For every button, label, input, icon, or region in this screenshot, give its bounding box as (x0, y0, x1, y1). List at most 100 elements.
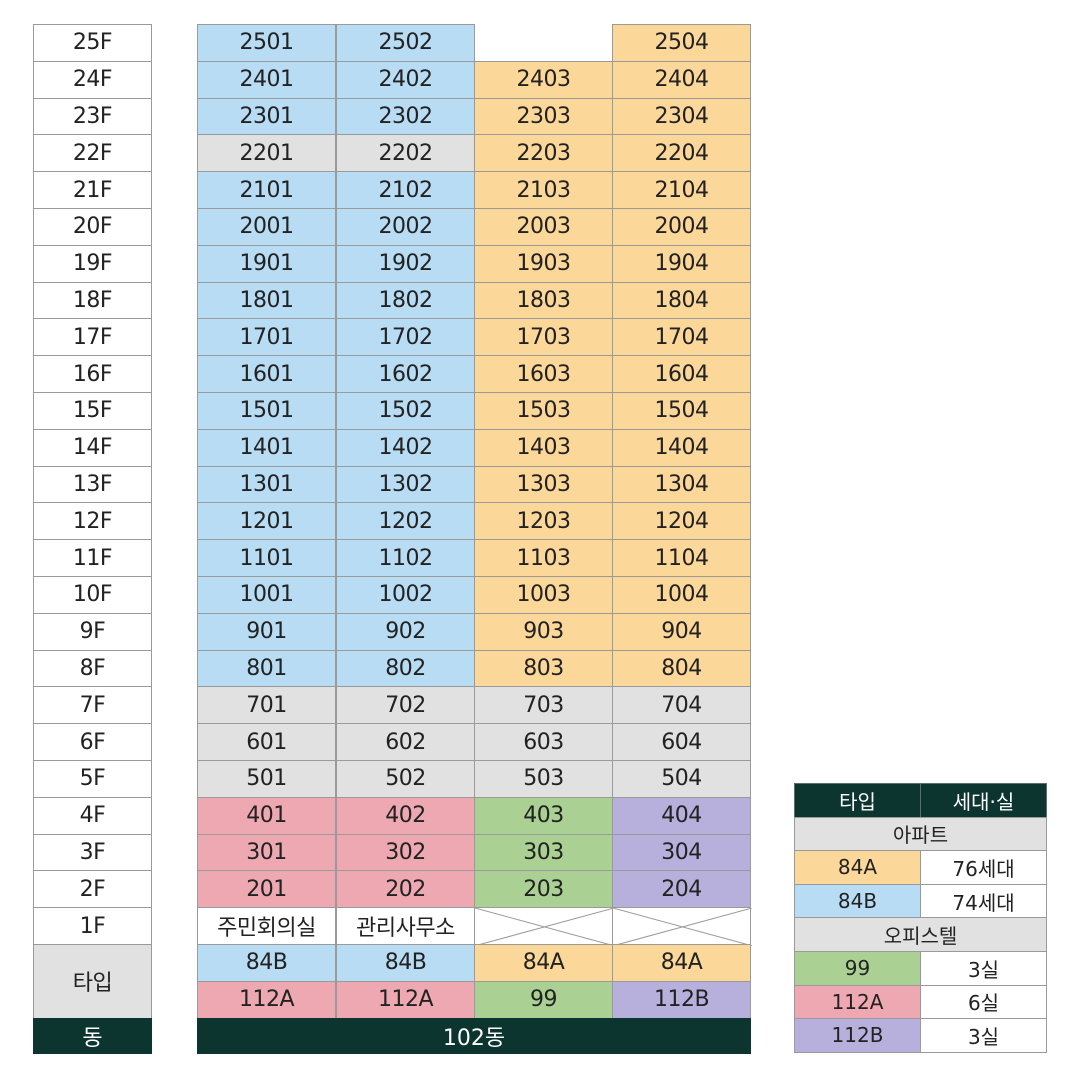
floor-label: 3F (33, 833, 152, 872)
unit-cell: 2402 (336, 60, 475, 99)
unit-cell: 주민회의실 (197, 907, 336, 945)
unit-cell: 1401 (197, 428, 336, 467)
unit-cell: 2303 (474, 97, 613, 136)
unit-cell: 1304 (612, 465, 751, 504)
unit-cell: 2001 (197, 208, 336, 246)
floor-label: 8F (33, 649, 152, 688)
unit-cell: 1003 (474, 576, 613, 614)
legend-count-cell: 6실 (920, 984, 1047, 1020)
unit-cell: 2004 (612, 208, 751, 246)
unit-cell: 1802 (336, 281, 475, 320)
unit-cell: 1701 (197, 318, 336, 357)
floor-label: 13F (33, 465, 152, 504)
floor-label: 6F (33, 723, 152, 761)
floor-label: 23F (33, 97, 152, 136)
unit-cell: 관리사무소 (336, 907, 475, 945)
unit-cell: 204 (612, 870, 751, 909)
unit-cell: 401 (197, 796, 336, 835)
unit-cell: 1704 (612, 318, 751, 357)
unit-cell: 2202 (336, 134, 475, 173)
type-cell: 112B (612, 980, 751, 1019)
empty-unit-cell (612, 907, 752, 946)
floor-label: 21F (33, 171, 152, 209)
unit-cell: 504 (612, 760, 751, 798)
unit-cell: 804 (612, 649, 751, 688)
type-cell: 84A (612, 944, 751, 982)
unit-cell: 503 (474, 760, 613, 798)
unit-cell: 601 (197, 723, 336, 761)
unit-cell: 803 (474, 649, 613, 688)
legend-section-title: 오피스텔 (794, 917, 1047, 952)
floor-label: 17F (33, 318, 152, 357)
legend-type-cell: 112B (794, 1018, 921, 1053)
unit-cell: 2404 (612, 60, 751, 99)
floor-label: 18F (33, 281, 152, 320)
floor-label: 7F (33, 686, 152, 725)
unit-cell: 901 (197, 612, 336, 651)
legend-header-count: 세대·실 (920, 783, 1047, 818)
unit-cell: 301 (197, 833, 336, 872)
type-cell: 84B (336, 944, 475, 982)
floor-label: 11F (33, 539, 152, 577)
unit-cell: 2504 (612, 24, 751, 62)
unit-cell: 1901 (197, 244, 336, 283)
unit-cell: 2302 (336, 97, 475, 136)
unit-cell: 403 (474, 796, 613, 835)
unit-cell: 1804 (612, 281, 751, 320)
legend-type-cell: 84B (794, 883, 921, 919)
unit-cell: 1902 (336, 244, 475, 283)
unit-cell: 1204 (612, 502, 751, 541)
unit-cell: 604 (612, 723, 751, 761)
unit-cell: 1301 (197, 465, 336, 504)
unit-cell: 2204 (612, 134, 751, 173)
unit-cell: 1501 (197, 392, 336, 430)
unit-cell: 1001 (197, 576, 336, 614)
unit-cell: 802 (336, 649, 475, 688)
unit-cell: 201 (197, 870, 336, 909)
floor-label: 4F (33, 796, 152, 835)
unit-cell: 1604 (612, 355, 751, 393)
unit-cell: 2502 (336, 24, 475, 62)
unit-cell: 202 (336, 870, 475, 909)
floor-label: 10F (33, 576, 152, 614)
building-label: 102동 (197, 1017, 751, 1054)
dong-label: 동 (33, 1017, 152, 1054)
unit-cell: 2101 (197, 171, 336, 209)
type-label: 타입 (33, 944, 152, 1019)
unit-cell: 303 (474, 833, 613, 872)
unit-cell: 801 (197, 649, 336, 688)
floor-label: 1F (33, 907, 152, 945)
unit-cell: 2104 (612, 171, 751, 209)
unit-cell: 1303 (474, 465, 613, 504)
type-cell: 99 (474, 980, 613, 1019)
unit-cell: 1004 (612, 576, 751, 614)
unit-cell: 402 (336, 796, 475, 835)
unit-cell: 602 (336, 723, 475, 761)
unit-cell: 1803 (474, 281, 613, 320)
type-cell: 84A (474, 944, 613, 982)
floor-label: 25F (33, 24, 152, 62)
floor-label: 22F (33, 134, 152, 173)
unit-cell: 2003 (474, 208, 613, 246)
legend-type-cell: 112A (794, 984, 921, 1020)
unit-cell: 1504 (612, 392, 751, 430)
unit-cell: 2501 (197, 24, 336, 62)
legend-count-cell: 74세대 (920, 883, 1047, 919)
unit-cell: 2301 (197, 97, 336, 136)
unit-cell: 1101 (197, 539, 336, 577)
floor-label: 14F (33, 428, 152, 467)
floor-label: 19F (33, 244, 152, 283)
unit-cell: 1702 (336, 318, 475, 357)
unit-cell: 603 (474, 723, 613, 761)
unit-cell: 1002 (336, 576, 475, 614)
floor-label: 15F (33, 392, 152, 430)
legend-count-cell: 76세대 (920, 850, 1047, 885)
unit-cell: 701 (197, 686, 336, 725)
unit-cell: 2103 (474, 171, 613, 209)
unit-cell: 1302 (336, 465, 475, 504)
floor-label: 20F (33, 208, 152, 246)
unit-cell: 1601 (197, 355, 336, 393)
unit-cell: 902 (336, 612, 475, 651)
unit-cell: 2304 (612, 97, 751, 136)
floor-label: 5F (33, 760, 152, 798)
